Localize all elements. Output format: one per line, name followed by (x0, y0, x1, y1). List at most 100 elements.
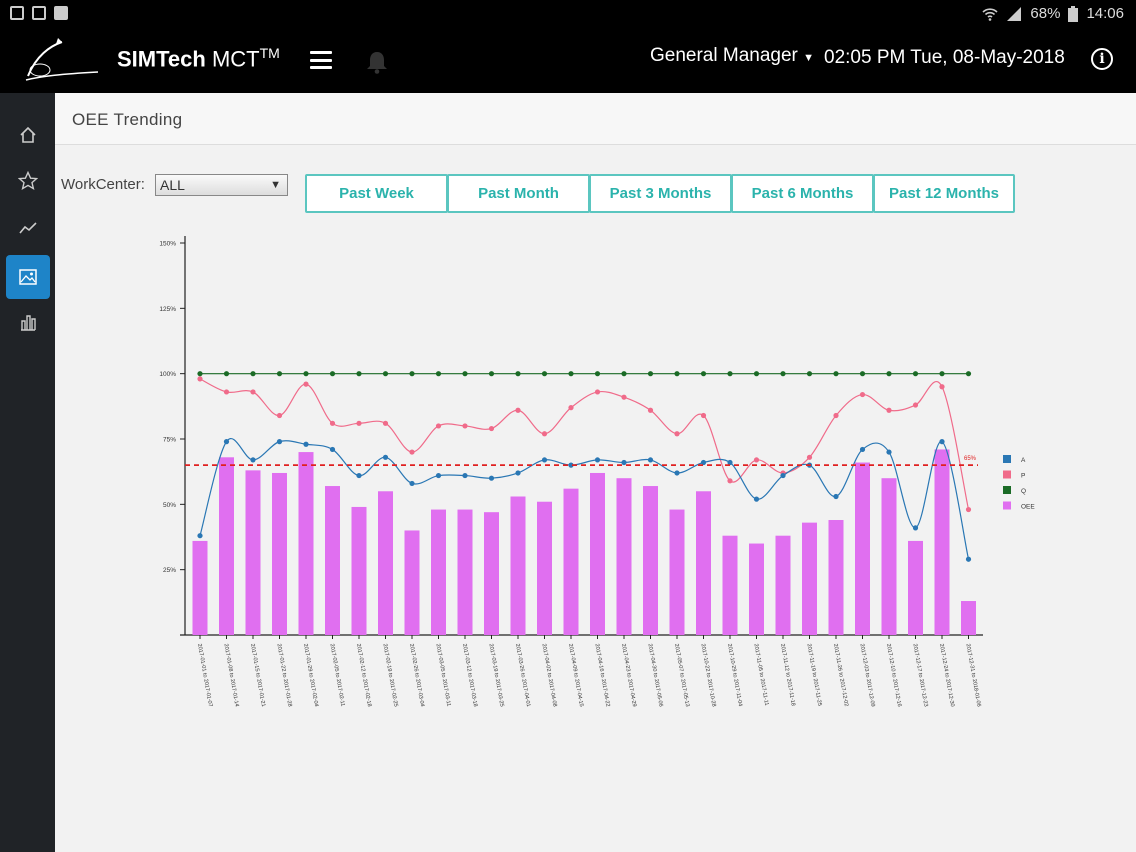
x-tick-label: 2017-10-22 to 2017-10-28 (700, 643, 717, 707)
series-point-q (488, 371, 495, 377)
oee-bar (722, 535, 738, 635)
x-tick-label: 2017-12-17 to 2017-12-23 (912, 643, 929, 707)
legend-swatch-q (1003, 486, 1011, 494)
bar-chart-icon (21, 315, 36, 331)
oee-chart: 25% 50% 75% 100% 125% 150% 2017-01-01 to 2017-… (159, 236, 1035, 707)
logo-icon (25, 38, 99, 81)
x-tick-label: 2017-01-29 to 2017-02-04 (302, 643, 319, 707)
x-tick-label: 2017-04-09 to 2017-04-15 (567, 643, 584, 707)
sidebar-item-trending[interactable] (6, 206, 50, 250)
app-brand: SIMTech MCTTM (117, 45, 280, 72)
sidebar-item-home[interactable] (6, 113, 50, 157)
series-point-q (674, 371, 680, 377)
series-point-q (912, 371, 919, 377)
series-point-q (833, 371, 839, 377)
sidebar-item-favorites[interactable] (6, 159, 50, 203)
x-tick-label: 2017-01-15 to 2017-01-21 (249, 643, 266, 707)
series-point-p (329, 420, 336, 426)
x-tick-label: 2017-03-12 to 2017-03-18 (461, 643, 478, 707)
series-point-p (859, 391, 866, 398)
app-header: SIMTech MCTTM General Manager ▼ 02:05 PM… (0, 28, 1136, 93)
series-point-p (541, 431, 548, 437)
oee-bar (457, 509, 473, 635)
past-12-months-button[interactable]: Past 12 Months (873, 174, 1015, 213)
series-point-a (276, 439, 283, 445)
series-point-q (435, 371, 442, 377)
past-month-button[interactable]: Past Month (447, 174, 590, 213)
series-point-a (674, 470, 680, 476)
series-point-p (621, 394, 627, 400)
series-point-p (435, 423, 442, 429)
series-point-q (541, 371, 548, 377)
panel-header: OEE Trending (55, 93, 1136, 145)
series-point-a (462, 472, 468, 479)
oee-bar (696, 491, 711, 635)
x-tick-label: 2017-11-12 to 2017-11-18 (779, 643, 796, 706)
info-icon[interactable]: i (1091, 48, 1113, 70)
series-point-q (329, 371, 336, 377)
series-point-a (329, 446, 336, 453)
oee-bar (961, 601, 976, 635)
oee-bar (192, 540, 208, 635)
oee-bar (643, 486, 658, 635)
series-point-a (939, 439, 945, 445)
series-point-p (886, 407, 892, 413)
y-tick-label: 25% (163, 567, 176, 574)
oee-bar (378, 491, 393, 635)
series-point-p (806, 454, 813, 460)
x-tick-label: 2017-12-31 to 2018-01-06 (965, 643, 982, 707)
past-week-button[interactable]: Past Week (305, 174, 448, 213)
user-role: General Manager (650, 45, 798, 66)
series-point-a (594, 457, 601, 463)
range-button-group: Past Week Past Month Past 3 Months Past … (305, 174, 1015, 213)
workcenter-select[interactable]: ALL ▼ (155, 174, 288, 196)
series-point-a (382, 454, 389, 460)
series-point-a (409, 480, 415, 487)
x-tick-label: 2017-04-23 to 2017-04-29 (620, 643, 637, 707)
oee-bar (219, 457, 234, 635)
series-point-p (753, 457, 760, 463)
series-point-p (727, 478, 733, 484)
notification-icons (10, 6, 68, 20)
oee-bar (908, 540, 923, 635)
oee-bar (881, 478, 897, 635)
series-point-p (939, 384, 945, 390)
series-point-a (833, 493, 839, 500)
past-3-months-button[interactable]: Past 3 Months (589, 174, 732, 213)
x-tick-label: 2017-11-26 to 2017-12-02 (832, 643, 849, 707)
series-point-q (727, 371, 733, 377)
oee-bar (802, 522, 817, 635)
signal-icon (1007, 6, 1022, 21)
series-point-q (965, 371, 972, 377)
oee-bar (351, 506, 367, 635)
menu-icon[interactable] (310, 51, 332, 69)
series-point-q (753, 371, 760, 377)
series-point-q (700, 371, 707, 377)
series-point-p (700, 412, 707, 419)
legend-label-q: Q (1021, 488, 1026, 495)
clock: 14:06 (1086, 5, 1124, 22)
series-point-a (859, 446, 866, 453)
series-point-q (621, 371, 627, 377)
series-point-q (250, 371, 256, 377)
bell-icon[interactable] (366, 50, 388, 74)
oee-bar (855, 462, 870, 635)
oee-bar (537, 501, 552, 635)
series-point-p (356, 420, 362, 426)
sidebar-item-reports[interactable] (6, 300, 50, 344)
select-arrow-icon: ▼ (270, 179, 281, 191)
image-icon (19, 269, 37, 285)
series-point-p (912, 402, 919, 408)
user-menu[interactable]: General Manager ▼ (650, 45, 814, 67)
oee-bar (431, 509, 446, 635)
series-point-q (594, 371, 601, 377)
past-6-months-button[interactable]: Past 6 Months (731, 174, 874, 213)
x-tick-label: 2017-04-16 to 2017-04-22 (594, 643, 611, 707)
series-point-q (568, 371, 574, 377)
sidebar-item-images[interactable] (6, 255, 50, 299)
oee-bar (510, 496, 526, 635)
x-tick-label: 2017-12-03 to 2017-12-09 (859, 643, 876, 707)
y-tick-label: 150% (159, 241, 176, 248)
sidebar (0, 93, 55, 852)
series-point-p (515, 407, 521, 413)
